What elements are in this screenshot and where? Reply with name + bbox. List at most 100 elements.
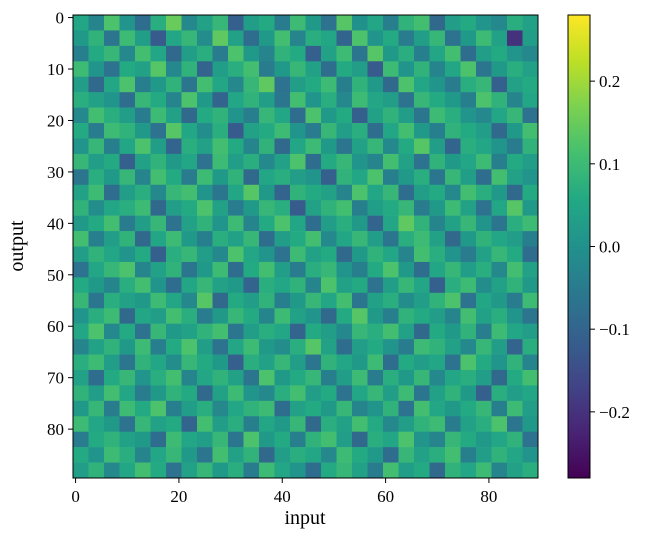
- heatmap-cell: [460, 215, 477, 232]
- heatmap-cell: [290, 292, 306, 309]
- heatmap-cell: [150, 107, 167, 124]
- heatmap-cell: [460, 462, 477, 479]
- heatmap-cell: [476, 292, 492, 309]
- heatmap-cell: [507, 246, 523, 263]
- heatmap-cell: [181, 231, 198, 247]
- heatmap-cell: [290, 76, 306, 93]
- heatmap-cell: [166, 138, 182, 155]
- heatmap-cell: [212, 385, 229, 402]
- heatmap-cell: [476, 215, 492, 232]
- heatmap-cell: [119, 169, 136, 186]
- heatmap-cell: [367, 92, 384, 108]
- heatmap-cell: [119, 339, 136, 355]
- heatmap-cell: [228, 184, 244, 201]
- heatmap-cell: [243, 323, 260, 340]
- heatmap-cell: [88, 354, 105, 371]
- heatmap-cell: [212, 369, 229, 386]
- heatmap-cell: [197, 138, 213, 155]
- heatmap-cell: [352, 15, 368, 31]
- heatmap-cell: [445, 277, 461, 294]
- heatmap-cell: [73, 107, 89, 124]
- heatmap-cell: [243, 431, 260, 448]
- heatmap-cell: [460, 61, 477, 78]
- heatmap-cell: [507, 123, 523, 139]
- heatmap-cell: [166, 339, 182, 355]
- heatmap-cell: [243, 184, 260, 201]
- heatmap-cell: [243, 308, 260, 324]
- heatmap-cell: [135, 308, 151, 324]
- heatmap-cell: [476, 416, 492, 432]
- heatmap-cell: [414, 385, 430, 402]
- heatmap-cell: [460, 169, 477, 186]
- heatmap-cell: [445, 61, 461, 78]
- heatmap-cell: [305, 15, 322, 31]
- heatmap-cell: [150, 92, 167, 108]
- heatmap-cell: [460, 292, 477, 309]
- heatmap-cell: [197, 277, 213, 294]
- heatmap-cell: [476, 246, 492, 263]
- heatmap-cell: [398, 308, 415, 324]
- heatmap-cell: [522, 184, 539, 201]
- heatmap-cell: [135, 123, 151, 139]
- heatmap-cell: [383, 45, 399, 62]
- heatmap-cell: [414, 323, 430, 340]
- heatmap-cell: [259, 76, 275, 93]
- heatmap-cell: [305, 76, 322, 93]
- heatmap-cell: [104, 369, 120, 386]
- heatmap-cell: [88, 200, 105, 216]
- heatmap-cell: [460, 369, 477, 386]
- heatmap-cell: [197, 231, 213, 247]
- heatmap-cell: [429, 323, 446, 340]
- heatmap-cell: [352, 308, 368, 324]
- heatmap-cell: [119, 30, 136, 47]
- heatmap-cell: [166, 92, 182, 108]
- heatmap-cell: [460, 15, 477, 31]
- heatmap-cell: [228, 261, 244, 278]
- heatmap-cell: [336, 215, 353, 232]
- heatmap-cell: [305, 369, 322, 386]
- heatmap-cell: [290, 123, 306, 139]
- heatmap-cell: [73, 169, 89, 186]
- heatmap-cell: [135, 215, 151, 232]
- heatmap-cell: [290, 400, 306, 417]
- heatmap-cell: [166, 400, 182, 417]
- heatmap-cell: [336, 246, 353, 263]
- heatmap-cell: [88, 123, 105, 139]
- heatmap-cell: [398, 354, 415, 371]
- heatmap-cell: [522, 45, 539, 62]
- heatmap-cell: [290, 92, 306, 108]
- heatmap-cell: [522, 400, 539, 417]
- heatmap-cell: [352, 184, 368, 201]
- heatmap-cell: [166, 261, 182, 278]
- heatmap-cell: [104, 416, 120, 432]
- heatmap-cell: [321, 308, 337, 324]
- heatmap-cell: [522, 15, 539, 31]
- heatmap-cell: [522, 261, 539, 278]
- heatmap-cell: [336, 292, 353, 309]
- heatmap-cell: [104, 246, 120, 263]
- heatmap-cell: [259, 15, 275, 31]
- heatmap-cell: [259, 462, 275, 479]
- heatmap-cell: [197, 339, 213, 355]
- heatmap-cell: [414, 138, 430, 155]
- heatmap-cell: [181, 416, 198, 432]
- heatmap-cell: [336, 277, 353, 294]
- heatmap-cell: [445, 76, 461, 93]
- heatmap-cell: [212, 138, 229, 155]
- heatmap-cell: [522, 277, 539, 294]
- heatmap-cell: [150, 246, 167, 263]
- heatmap-cell: [290, 30, 306, 47]
- heatmap-cell: [181, 107, 198, 124]
- heatmap-cell: [383, 184, 399, 201]
- heatmap-cell: [135, 45, 151, 62]
- heatmap-cell: [166, 231, 182, 247]
- heatmap-cell: [491, 385, 508, 402]
- heatmap-cell: [243, 45, 260, 62]
- heatmap-cell: [104, 92, 120, 108]
- heatmap-cell: [135, 277, 151, 294]
- heatmap-cell: [383, 400, 399, 417]
- heatmap-cell: [367, 123, 384, 139]
- heatmap-cell: [73, 246, 89, 263]
- heatmap-cell: [507, 30, 523, 47]
